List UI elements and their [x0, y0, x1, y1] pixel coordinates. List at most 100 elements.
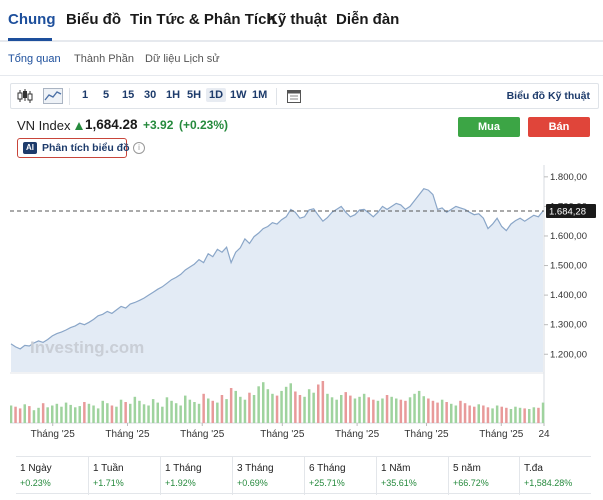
calendar-icon[interactable] — [286, 88, 302, 104]
volume-bar — [124, 402, 127, 423]
volume-bar — [317, 384, 320, 423]
volume-bar — [532, 407, 536, 424]
interval-1h[interactable]: 1H — [166, 89, 181, 101]
volume-bar — [473, 406, 476, 423]
volume-bar — [381, 398, 384, 423]
volume-bar — [32, 410, 36, 423]
perf-cell-1d[interactable]: 1 Ngày +0.23% — [16, 457, 88, 495]
volume-bar — [335, 399, 338, 423]
subtab-summary[interactable]: Tổng quan — [8, 53, 61, 65]
perf-cell-5y[interactable]: 5 năm +66.72% — [448, 457, 519, 495]
volume-bar — [500, 406, 503, 423]
volume-bar — [243, 399, 247, 423]
volume-bar — [151, 399, 155, 423]
perf-label: 1 Tháng — [165, 463, 202, 474]
candlestick-icon[interactable] — [16, 88, 34, 104]
info-icon[interactable]: i — [133, 142, 145, 154]
volume-bar — [358, 396, 361, 424]
volume-bar — [220, 395, 224, 423]
ai-chart-analysis-button[interactable]: AI Phân tích biểu đồ — [17, 138, 130, 158]
subtab-components[interactable]: Thành Phần — [74, 53, 134, 65]
volume-bar — [129, 403, 132, 424]
volume-bar — [495, 405, 499, 423]
tab-charts[interactable]: Biểu đồ — [66, 11, 121, 28]
interval-30[interactable]: 30 — [144, 89, 157, 101]
price-change: +3.92 — [143, 118, 174, 132]
volume-bar — [41, 403, 45, 423]
volume-bar — [468, 405, 471, 423]
volume-bar — [454, 405, 458, 423]
volume-bar — [312, 392, 315, 423]
toolbar-divider — [69, 88, 70, 105]
volume-bar — [459, 400, 462, 423]
volume-bar — [486, 407, 490, 424]
volume-bar — [211, 400, 214, 423]
y-tick-label: 1.800,00 — [550, 172, 587, 183]
volume-bar — [262, 382, 265, 423]
volume-bar — [431, 400, 435, 423]
y-tick-label: 1.300,00 — [550, 320, 587, 331]
volume-bar — [229, 388, 233, 423]
interval-15[interactable]: 15 — [122, 89, 135, 101]
price-chart[interactable]: 1.200,00 1.300,00 1.400,00 1.500,00 1.600,00… — [10, 165, 603, 445]
interval-1m[interactable]: 1M — [252, 89, 268, 101]
volume-bar — [330, 397, 334, 423]
perf-label: 1 Tuần — [93, 463, 124, 474]
perf-cell-max[interactable]: T.đa +1,584.28% — [519, 457, 591, 495]
x-tick-label: Tháng '25 — [180, 429, 225, 440]
y-tick-label: 1.500,00 — [550, 261, 587, 272]
area-chart-icon[interactable] — [43, 88, 63, 104]
volume-bar — [83, 402, 86, 423]
volume-bar — [14, 406, 17, 423]
volume-bar — [271, 393, 274, 423]
volume-bar — [321, 381, 325, 423]
volume-bar — [349, 395, 352, 423]
volume-bar — [367, 397, 370, 423]
volume-bar — [463, 403, 467, 423]
subtab-historical-data[interactable]: Dữ liệu Lịch sử — [145, 53, 220, 65]
volume-bar — [445, 402, 448, 423]
volume-bar — [23, 404, 26, 423]
volume-bar — [188, 399, 192, 423]
perf-label: 1 Ngày — [20, 463, 52, 474]
volume-bar — [55, 403, 59, 424]
volume-bar — [156, 402, 159, 423]
ai-chart-analysis-label: Phân tích biểu đồ — [42, 142, 130, 154]
last-price: 1,684.28 — [85, 117, 138, 132]
price-change-percent: (+0.23%) — [179, 118, 229, 132]
perf-cell-1y[interactable]: 1 Năm +35.61% — [376, 457, 448, 495]
x-tick-label: Tháng '25 — [335, 429, 380, 440]
interval-5h[interactable]: 5H — [187, 89, 202, 101]
volume-bar — [202, 393, 205, 423]
sell-button[interactable]: Bán — [528, 117, 590, 137]
interval-1w[interactable]: 1W — [230, 89, 247, 101]
perf-value: +0.69% — [237, 478, 268, 488]
perf-cell-3m[interactable]: 3 Tháng +0.69% — [232, 457, 304, 495]
perf-cell-1w[interactable]: 1 Tuần +1.71% — [88, 457, 160, 495]
perf-cell-1m[interactable]: 1 Tháng +1.92% — [160, 457, 232, 495]
volume-bar — [138, 400, 141, 423]
volume-bar — [427, 398, 430, 423]
volume-bar — [18, 408, 22, 423]
volume-bar — [216, 402, 219, 423]
technical-chart-link[interactable]: Biểu đồ Kỹ thuật — [506, 90, 590, 102]
volume-bar — [161, 406, 164, 423]
tab-forum[interactable]: Diễn đàn — [336, 11, 400, 28]
perf-value: +66.72% — [453, 478, 489, 488]
buy-button[interactable]: Mua — [458, 117, 520, 137]
tab-overview[interactable]: Chung — [8, 11, 56, 28]
volume-bar — [87, 403, 91, 424]
interval-1[interactable]: 1 — [82, 89, 89, 101]
interval-5[interactable]: 5 — [103, 89, 110, 101]
perf-cell-6m[interactable]: 6 Tháng +25.71% — [304, 457, 376, 495]
volume-bar — [523, 408, 526, 423]
volume-bar — [174, 403, 178, 423]
tab-technical[interactable]: Kỹ thuật — [267, 11, 327, 28]
volume-bar — [450, 403, 453, 424]
interval-1d[interactable]: 1D — [206, 88, 227, 102]
volume-bar — [372, 399, 375, 423]
volume-bar — [207, 398, 210, 423]
tab-news-analysis[interactable]: Tin Tức & Phân Tích — [130, 11, 276, 28]
last-price-label: 1.684,28 — [549, 207, 586, 218]
main-nav: Chung Biểu đồ Tin Tức & Phân Tích Kỹ thu… — [0, 0, 603, 42]
